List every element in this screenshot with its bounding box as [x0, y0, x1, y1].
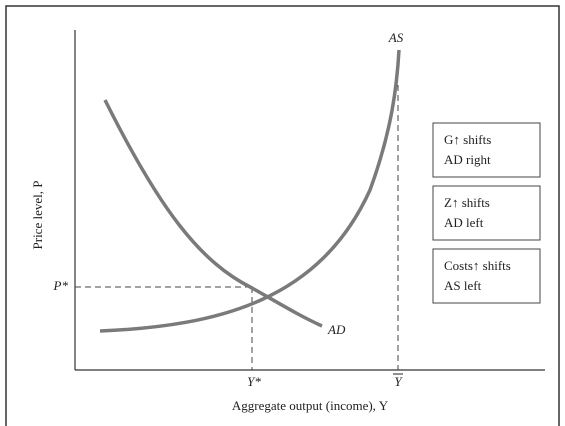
box-line: AD left — [444, 215, 484, 230]
ad-curve — [103, 99, 323, 328]
y-star-label: Y* — [247, 374, 261, 389]
box-line: AD right — [444, 152, 491, 167]
as-label: AS — [388, 30, 404, 45]
box — [432, 185, 541, 241]
ad-label: AD — [327, 322, 346, 337]
box-line: AS left — [444, 278, 482, 293]
box-line: Costs↑ shifts — [444, 258, 511, 273]
frame — [5, 5, 560, 426]
y-axis-label: Price level, P — [30, 181, 45, 250]
box-line: G↑ shifts — [444, 132, 491, 147]
box — [432, 248, 541, 304]
box-group: G↑ shifts AD right Z↑ shifts AD left Cos… — [432, 122, 541, 304]
p-star-label: P* — [53, 278, 69, 293]
y-bar-label: Y — [394, 374, 403, 389]
x-axis-label: Aggregate output (income), Y — [232, 398, 389, 413]
box — [432, 122, 541, 178]
as-curve — [99, 49, 401, 333]
box-line: Z↑ shifts — [444, 195, 490, 210]
